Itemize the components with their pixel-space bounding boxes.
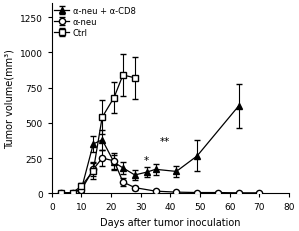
Y-axis label: Tumor volume(mm³): Tumor volume(mm³) — [4, 49, 14, 149]
Text: **: ** — [159, 137, 170, 146]
Text: *: * — [144, 155, 149, 165]
Legend: α-neu + α-CD8, α-neu, Ctrl: α-neu + α-CD8, α-neu, Ctrl — [54, 6, 136, 39]
X-axis label: Days after tumor inoculation: Days after tumor inoculation — [100, 217, 241, 227]
